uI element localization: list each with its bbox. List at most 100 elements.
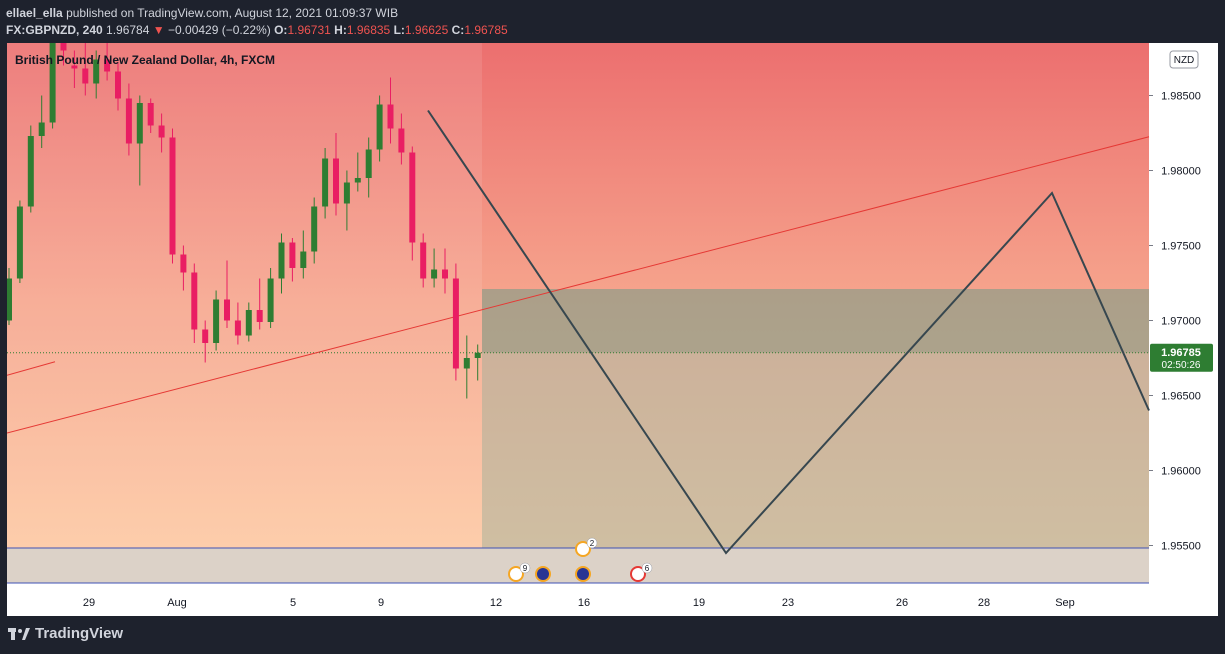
- x-tick-label: Aug: [167, 597, 187, 609]
- candle: [16, 200, 23, 283]
- candle-body: [431, 269, 438, 279]
- projection-path[interactable]: [427, 109, 1150, 555]
- candle: [431, 248, 438, 288]
- price-axis-background: [1149, 43, 1218, 616]
- bar-countdown: 02:50:26: [1162, 360, 1201, 371]
- open-label: O:: [274, 23, 288, 37]
- candle: [136, 95, 143, 186]
- candle: [409, 146, 416, 261]
- chart-svg[interactable]: 926 1.985001.980001.975001.970001.965001…: [6, 28, 1218, 616]
- publish-line: ellael_ella published on TradingView.com…: [6, 5, 508, 22]
- low-value: 1.96625: [404, 23, 449, 37]
- candle-body: [71, 65, 78, 69]
- candle-body: [82, 68, 89, 84]
- last-price-value: 1.96785: [1161, 347, 1201, 359]
- y-tick-label: 1.96500: [1161, 391, 1201, 403]
- candle: [343, 170, 350, 231]
- candle-body: [49, 43, 56, 123]
- chart-header: ellael_ella published on TradingView.com…: [6, 5, 508, 39]
- close-value: 1.96785: [464, 23, 508, 37]
- candle-body: [300, 251, 307, 268]
- candle: [191, 263, 198, 343]
- candle-body: [442, 269, 448, 279]
- tradingview-logo[interactable]: TradingView: [8, 625, 123, 642]
- candle: [169, 128, 176, 264]
- event-flag-icon[interactable]: [535, 566, 551, 582]
- last-price-box: [1150, 343, 1213, 372]
- candle-body: [147, 103, 154, 126]
- candle: [322, 148, 329, 219]
- candle-body: [278, 242, 285, 279]
- event-flag-icon[interactable]: [575, 566, 591, 582]
- candle-body: [354, 178, 361, 183]
- candle: [267, 268, 274, 328]
- candle-body: [409, 152, 416, 243]
- publisher-name[interactable]: ellael_ella: [6, 6, 63, 20]
- time-axis-background: [7, 583, 1218, 616]
- candle-body: [6, 278, 12, 321]
- candle-body: [202, 329, 209, 343]
- tradingview-logo-icon: [8, 627, 30, 640]
- candle-body: [27, 136, 34, 207]
- event-flag-icon[interactable]: 9: [508, 562, 531, 582]
- candle-body: [322, 158, 329, 207]
- event-count: 2: [590, 539, 595, 548]
- candle-body: [474, 352, 481, 358]
- y-tick-label: 1.97000: [1161, 316, 1201, 328]
- candle: [125, 83, 132, 156]
- y-tick-label: 1.95500: [1161, 541, 1201, 553]
- candle: [474, 344, 481, 381]
- x-tick-label: 29: [83, 597, 95, 609]
- trend-line-stub[interactable]: [6, 361, 56, 376]
- y-tick-label: 1.96000: [1161, 466, 1201, 478]
- event-count-badge: [641, 562, 653, 574]
- candle: [213, 290, 220, 351]
- x-tick-label: 9: [378, 597, 384, 609]
- event-flag-icon[interactable]: 2: [575, 537, 598, 557]
- candle: [202, 320, 209, 363]
- candle: [398, 113, 405, 165]
- candle: [278, 233, 285, 294]
- candle: [365, 137, 372, 198]
- x-tick-label: 28: [978, 597, 990, 609]
- tradingview-brand: TradingView: [35, 625, 124, 642]
- candle-body: [387, 104, 394, 129]
- symbol-label[interactable]: FX:GBPNZD, 240: [6, 23, 103, 37]
- candle: [289, 238, 296, 282]
- y-tick-label: 1.98000: [1161, 166, 1201, 178]
- down-arrow-icon: ▼: [152, 23, 165, 37]
- candle-body: [463, 358, 470, 369]
- last-price: 1.96784: [106, 23, 150, 37]
- chart-title: British Pound / New Zealand Dollar, 4h, …: [15, 53, 275, 67]
- candle-body: [267, 278, 274, 322]
- candle: [452, 263, 459, 381]
- candle-body: [180, 254, 187, 273]
- candle-body: [104, 59, 111, 72]
- history-shade: [7, 43, 482, 583]
- open-value: 1.96731: [287, 23, 331, 37]
- trend-line[interactable]: [6, 136, 1150, 434]
- candle: [354, 152, 361, 192]
- publish-info: published on TradingView.com, August 12,…: [66, 6, 399, 20]
- stop-zone[interactable]: [482, 289, 1149, 353]
- candle: [6, 268, 12, 325]
- candle-body: [365, 149, 372, 178]
- candle: [115, 62, 121, 111]
- candle: [27, 125, 34, 213]
- candle-body: [343, 182, 350, 204]
- candle-body: [234, 320, 241, 336]
- x-tick-label: 12: [490, 597, 502, 609]
- candle-body: [224, 299, 230, 321]
- candle: [49, 35, 56, 129]
- currency-badge[interactable]: NZD: [1169, 50, 1199, 69]
- candle: [158, 113, 165, 153]
- candle: [224, 260, 230, 328]
- event-face: [632, 568, 644, 580]
- candle: [71, 50, 78, 88]
- candle: [333, 133, 339, 216]
- event-flag-icon[interactable]: 6: [630, 562, 653, 582]
- candle: [245, 302, 252, 342]
- candle: [93, 50, 100, 99]
